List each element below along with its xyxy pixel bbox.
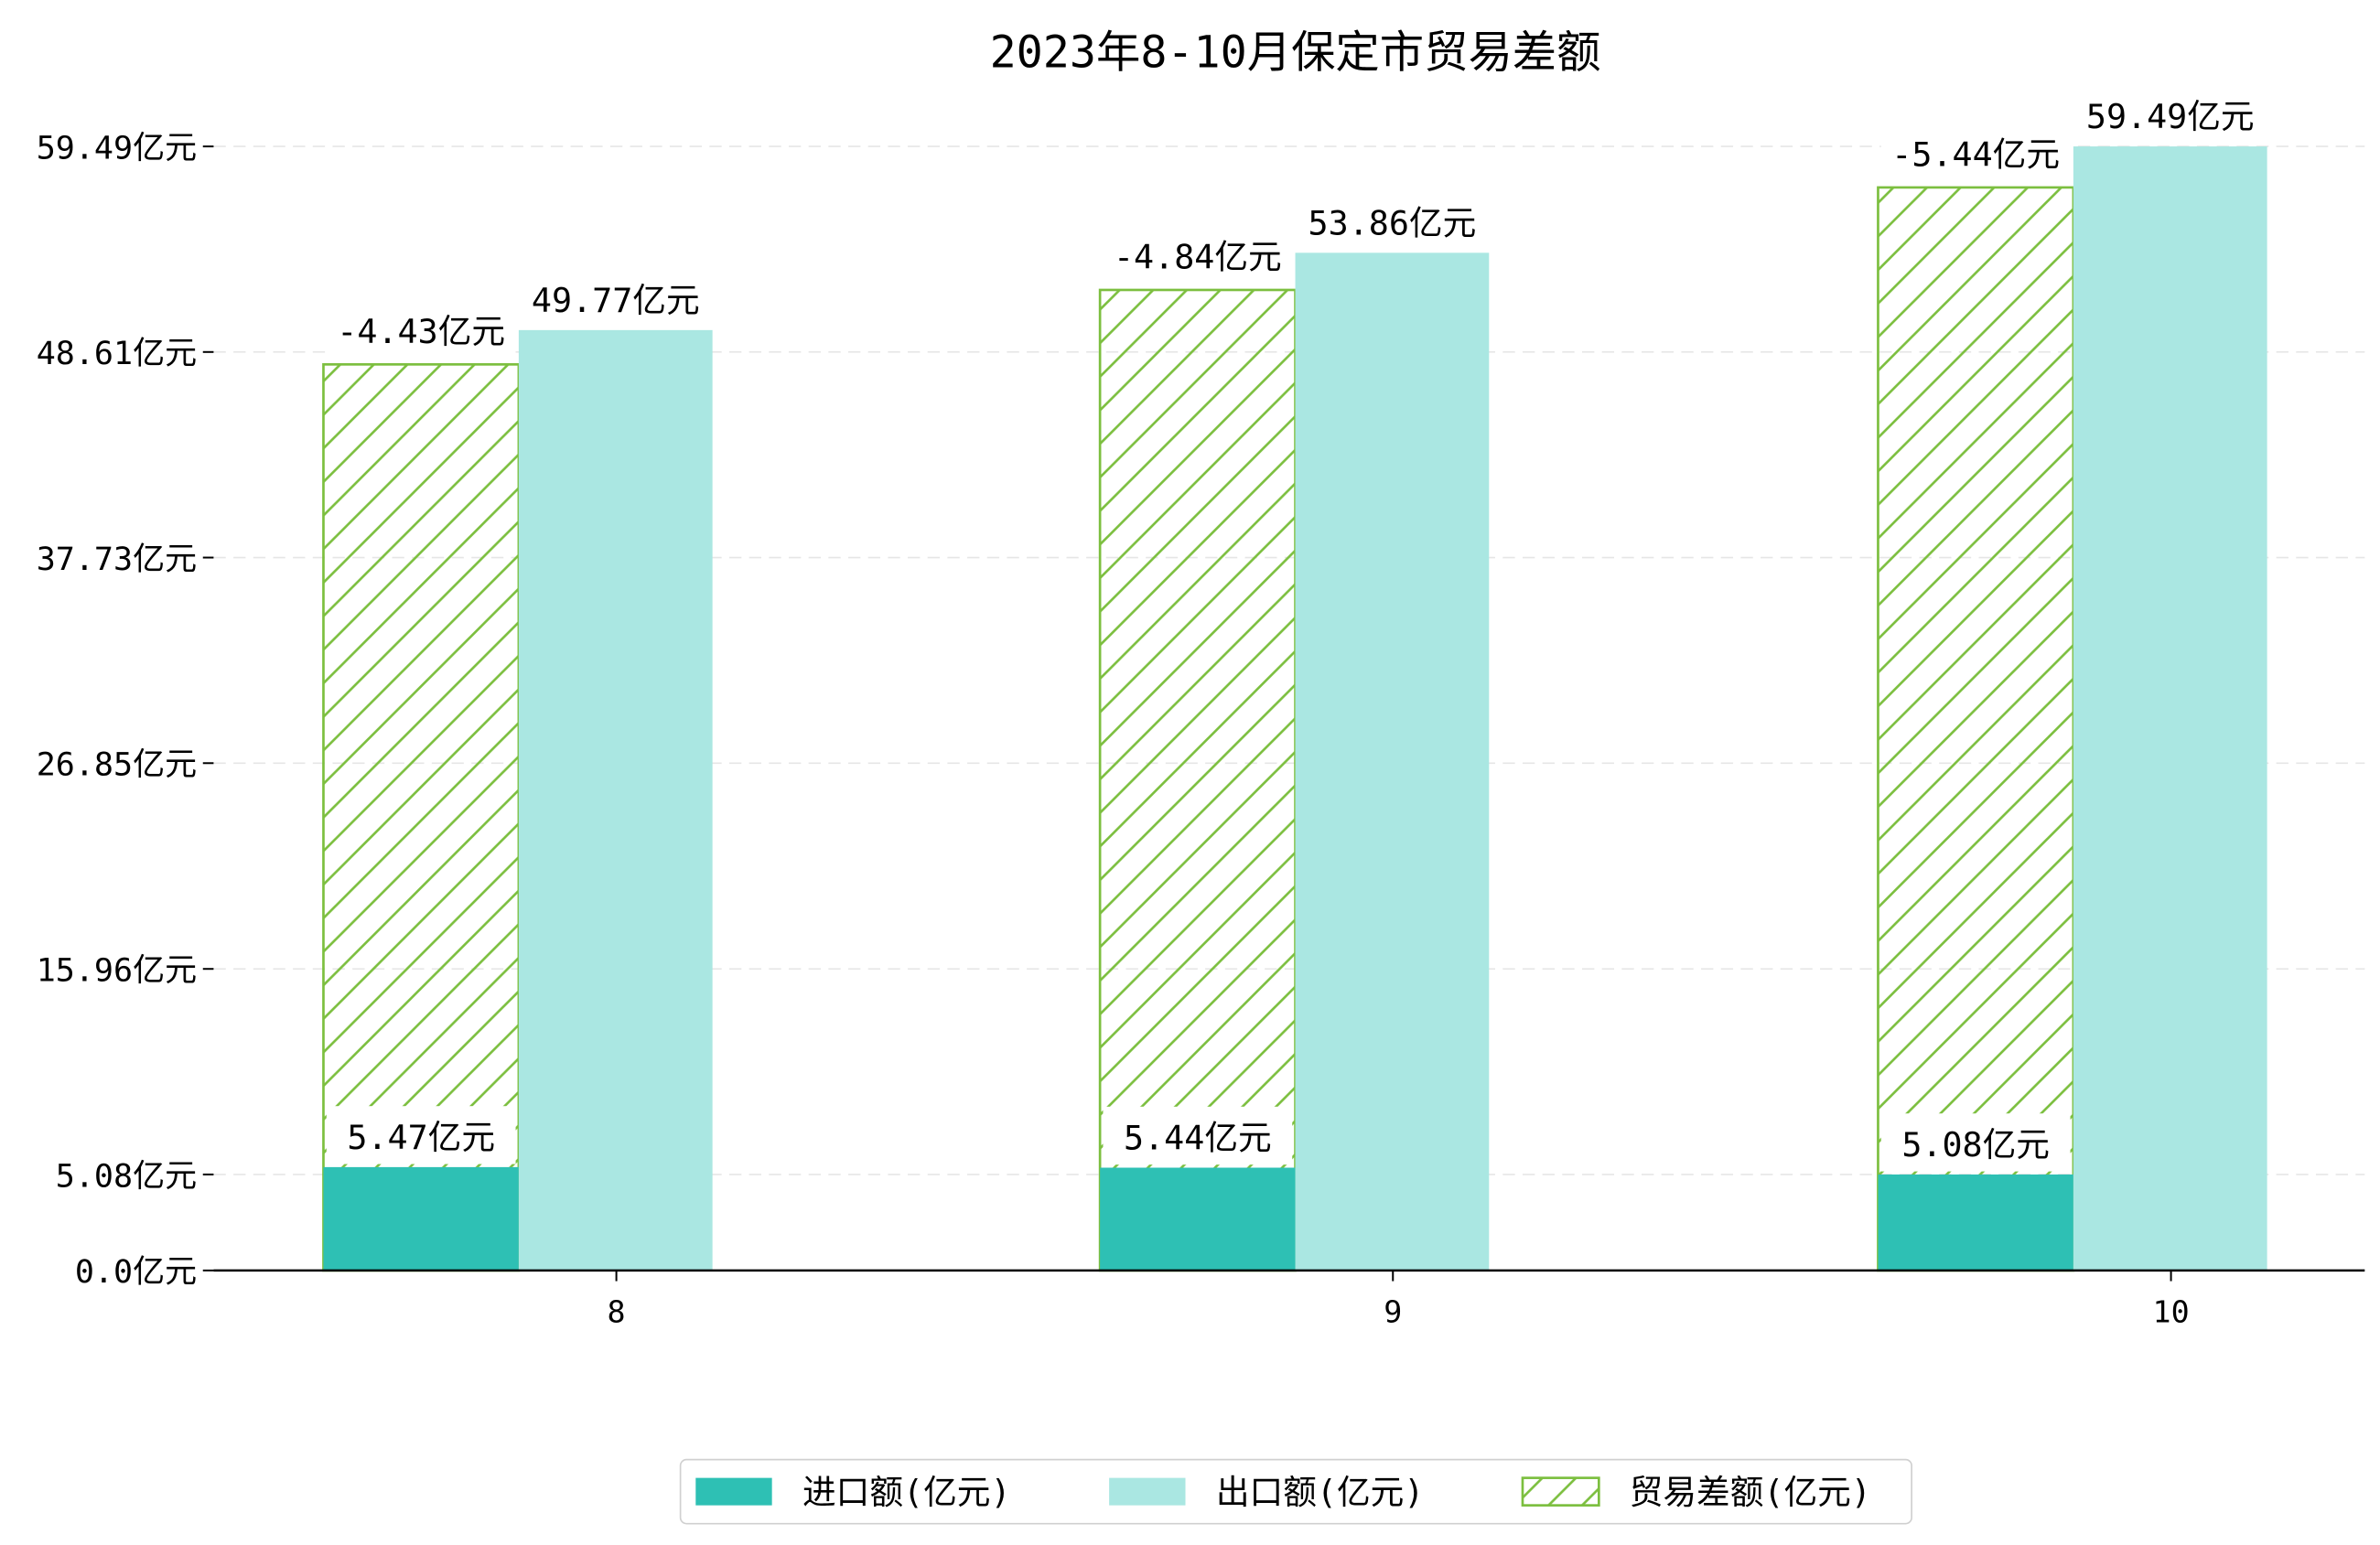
- legend-swatch: [1109, 1477, 1186, 1506]
- y-tick-label: 26.85亿元: [37, 747, 197, 784]
- legend-swatch: [695, 1477, 772, 1506]
- y-tick-label: 37.73亿元: [37, 542, 197, 578]
- y-tick-label: 15.96亿元: [37, 953, 197, 990]
- import-bar: [1878, 1174, 2073, 1271]
- import-label-bg: [326, 1106, 516, 1164]
- import-bar: [1100, 1167, 1296, 1271]
- chart-title: 2023年8-10月保定市贸易差额: [990, 27, 1601, 78]
- x-tick-label: 9: [1384, 1294, 1402, 1330]
- y-tick-label: 59.49亿元: [37, 130, 197, 166]
- legend-label: 出口额(亿元): [1216, 1473, 1425, 1512]
- balance-data-label: -4.43亿元: [337, 312, 505, 351]
- legend: 进口额(亿元) 出口额(亿元) 贸易差额(亿元): [679, 1458, 1912, 1525]
- balance-bar: [1877, 186, 2075, 1272]
- export-bar: [1295, 252, 1490, 1271]
- x-tick-label: 8: [608, 1294, 626, 1330]
- export-data-label: 49.77亿元: [532, 281, 700, 320]
- balance-label-bg: [1103, 234, 1293, 284]
- x-tick-label: 10: [2153, 1294, 2190, 1330]
- legend-label: 进口额(亿元): [802, 1473, 1011, 1512]
- legend-swatch: [1521, 1476, 1600, 1507]
- balance-label-bg: [1880, 132, 2071, 182]
- import-data-label: 5.47亿元: [347, 1118, 495, 1157]
- import-label-bg: [1880, 1113, 2071, 1172]
- balance-data-label: -5.44亿元: [1891, 135, 2060, 175]
- export-data-label: 59.49亿元: [2086, 97, 2255, 136]
- import-data-label: 5.08亿元: [1901, 1125, 2050, 1164]
- export-bar: [2073, 146, 2267, 1271]
- balance-label-bg: [326, 309, 516, 359]
- export-bar: [518, 329, 713, 1271]
- export-data-label: 53.86亿元: [1308, 203, 1477, 242]
- import-data-label: 5.44亿元: [1124, 1119, 1272, 1158]
- balance-data-label: -4.84亿元: [1114, 238, 1282, 277]
- y-tick-label: 5.08亿元: [56, 1158, 197, 1195]
- legend-box: [679, 1458, 1912, 1525]
- legend-label: 贸易差额(亿元): [1630, 1473, 1871, 1512]
- y-tick-label: 48.61亿元: [37, 336, 197, 372]
- import-label-bg: [1103, 1106, 1293, 1165]
- y-tick-label: 0.0亿元: [75, 1254, 197, 1291]
- import-bar: [323, 1166, 519, 1271]
